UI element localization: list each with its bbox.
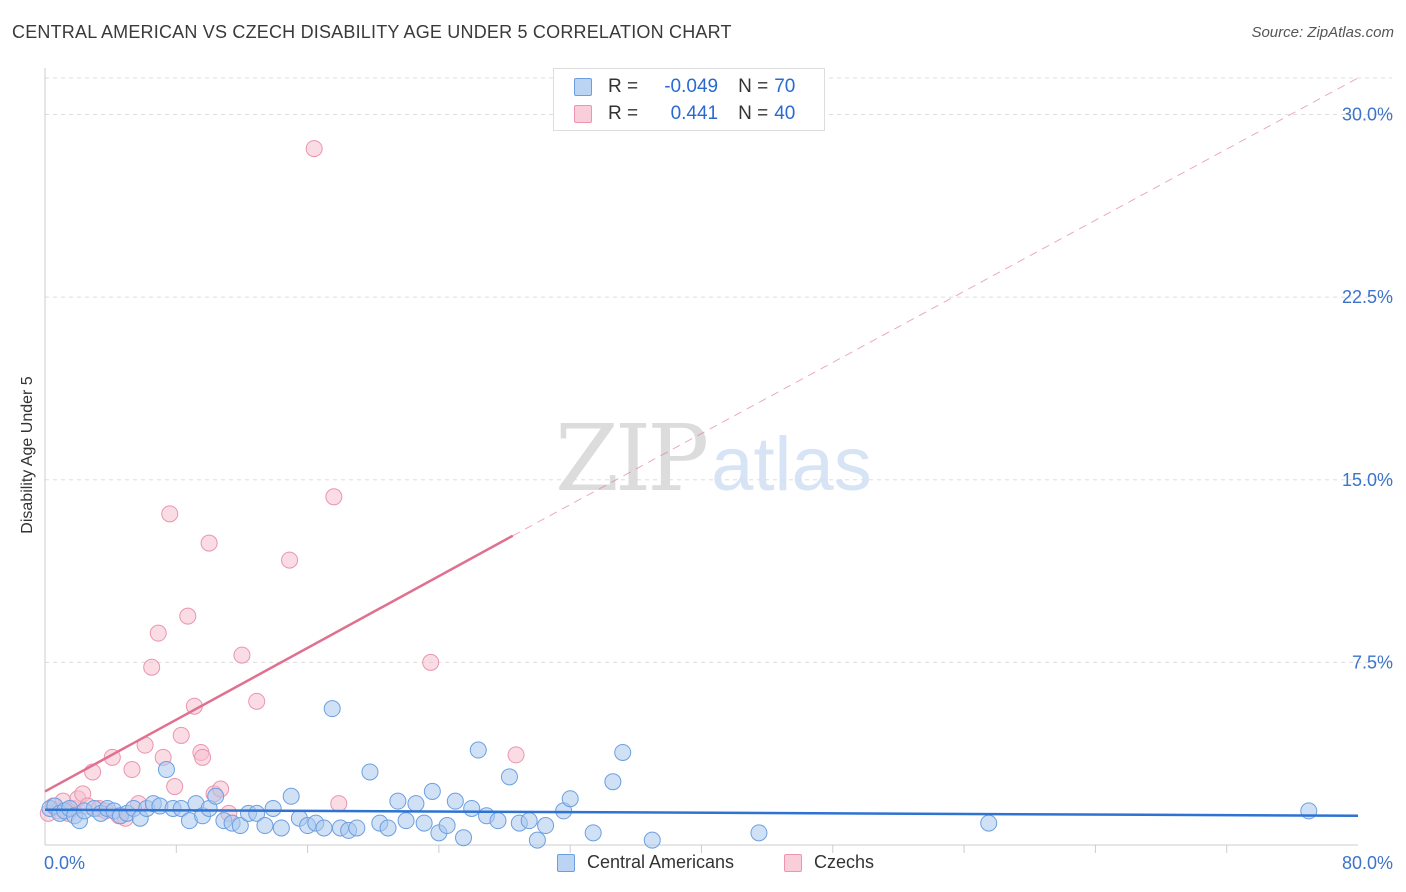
central-american-point	[614, 743, 632, 761]
legend-row-czechs: R = 0.441 N = 40	[574, 101, 795, 127]
central-american-point	[231, 817, 249, 835]
central-american-point	[264, 799, 282, 817]
central-american-point	[315, 819, 333, 837]
source-attribution: Source: ZipAtlas.com	[1251, 24, 1394, 41]
chart-title: CENTRAL AMERICAN VS CZECH DISABILITY AGE…	[12, 22, 732, 42]
central-american-point	[604, 773, 622, 791]
swatch-blue	[557, 853, 575, 872]
central-american-point	[379, 819, 397, 837]
y-tick-label: 30.0%	[1342, 105, 1393, 125]
czech-point	[161, 505, 179, 523]
central-american-point	[446, 792, 464, 810]
legend-r-label: R =	[608, 76, 639, 97]
central-american-point	[397, 812, 415, 830]
legend-label: Central Americans	[587, 852, 735, 872]
central-american-point	[500, 768, 518, 786]
central-american-point	[750, 824, 768, 842]
y-tick-label: 22.5%	[1342, 287, 1393, 307]
central-american-point	[248, 804, 266, 822]
central-american-point	[282, 787, 300, 805]
central-american-point	[207, 787, 225, 805]
legend-swatch-pink	[574, 105, 592, 123]
legend-n-value: 40	[774, 103, 796, 124]
czech-point	[305, 140, 323, 158]
central-american-point	[980, 814, 998, 832]
central-american-point	[415, 814, 433, 832]
central-american-point	[389, 792, 407, 810]
czech-trend-line	[44, 534, 514, 793]
central-american-point	[157, 761, 175, 779]
legend-row-central-americans: R = -0.049 N = 70	[574, 74, 795, 100]
legend-n-label: N =	[738, 76, 769, 97]
czech-point	[149, 624, 167, 642]
czech-point	[248, 692, 266, 710]
y-tick-label: 15.0%	[1342, 470, 1393, 490]
swatch-pink	[784, 853, 802, 872]
central-american-point	[528, 831, 546, 849]
czech-point	[194, 748, 212, 766]
central-american-point	[272, 819, 290, 837]
legend-r-value: 0.441	[670, 103, 719, 124]
legend-n-label: N =	[738, 103, 769, 124]
central-american-point	[455, 829, 473, 847]
czech-point	[179, 607, 197, 625]
czech-point	[330, 795, 348, 813]
czech-point	[200, 534, 218, 552]
legend-label: Czechs	[814, 852, 875, 872]
czech-point	[325, 488, 343, 506]
czech-point	[123, 761, 141, 779]
czech-point	[172, 726, 190, 744]
czech-point	[422, 653, 440, 671]
czech-point	[166, 778, 184, 796]
czech-point	[233, 646, 251, 664]
legend-r-label: R =	[608, 103, 639, 124]
correlation-legend: R = -0.049 N = 70 R = 0.441 N = 40	[553, 68, 825, 131]
legend-n-value: 70	[774, 76, 796, 97]
czech-point	[143, 658, 161, 676]
czech-point	[281, 551, 299, 569]
y-tick-label: 7.5%	[1352, 652, 1393, 672]
central-american-point	[463, 799, 481, 817]
central-american-point	[423, 782, 441, 800]
central-american-point	[361, 763, 379, 781]
central-american-point	[489, 812, 507, 830]
legend-item-czechs[interactable]: Czechs	[784, 852, 874, 873]
czech-point	[507, 746, 525, 764]
legend-r-value: -0.049	[664, 76, 719, 97]
legend-swatch-blue	[574, 78, 592, 96]
central-american-trend-line	[44, 808, 1359, 818]
x-tick-label-min: 0.0%	[44, 853, 85, 873]
central-american-point	[323, 700, 341, 718]
central-american-point	[520, 812, 538, 830]
central-american-point	[537, 817, 555, 835]
central-american-point	[469, 741, 487, 759]
central-american-point	[407, 795, 425, 813]
central-american-point	[348, 819, 366, 837]
legend-item-central-americans[interactable]: Central Americans	[557, 852, 734, 873]
czech-trend-extension	[512, 77, 1359, 537]
central-american-point	[561, 790, 579, 808]
central-american-point	[643, 831, 661, 849]
x-tick-label-max: 80.0%	[1342, 853, 1393, 873]
central-american-point	[584, 824, 602, 842]
central-american-point	[256, 817, 274, 835]
central-american-point	[438, 817, 456, 835]
